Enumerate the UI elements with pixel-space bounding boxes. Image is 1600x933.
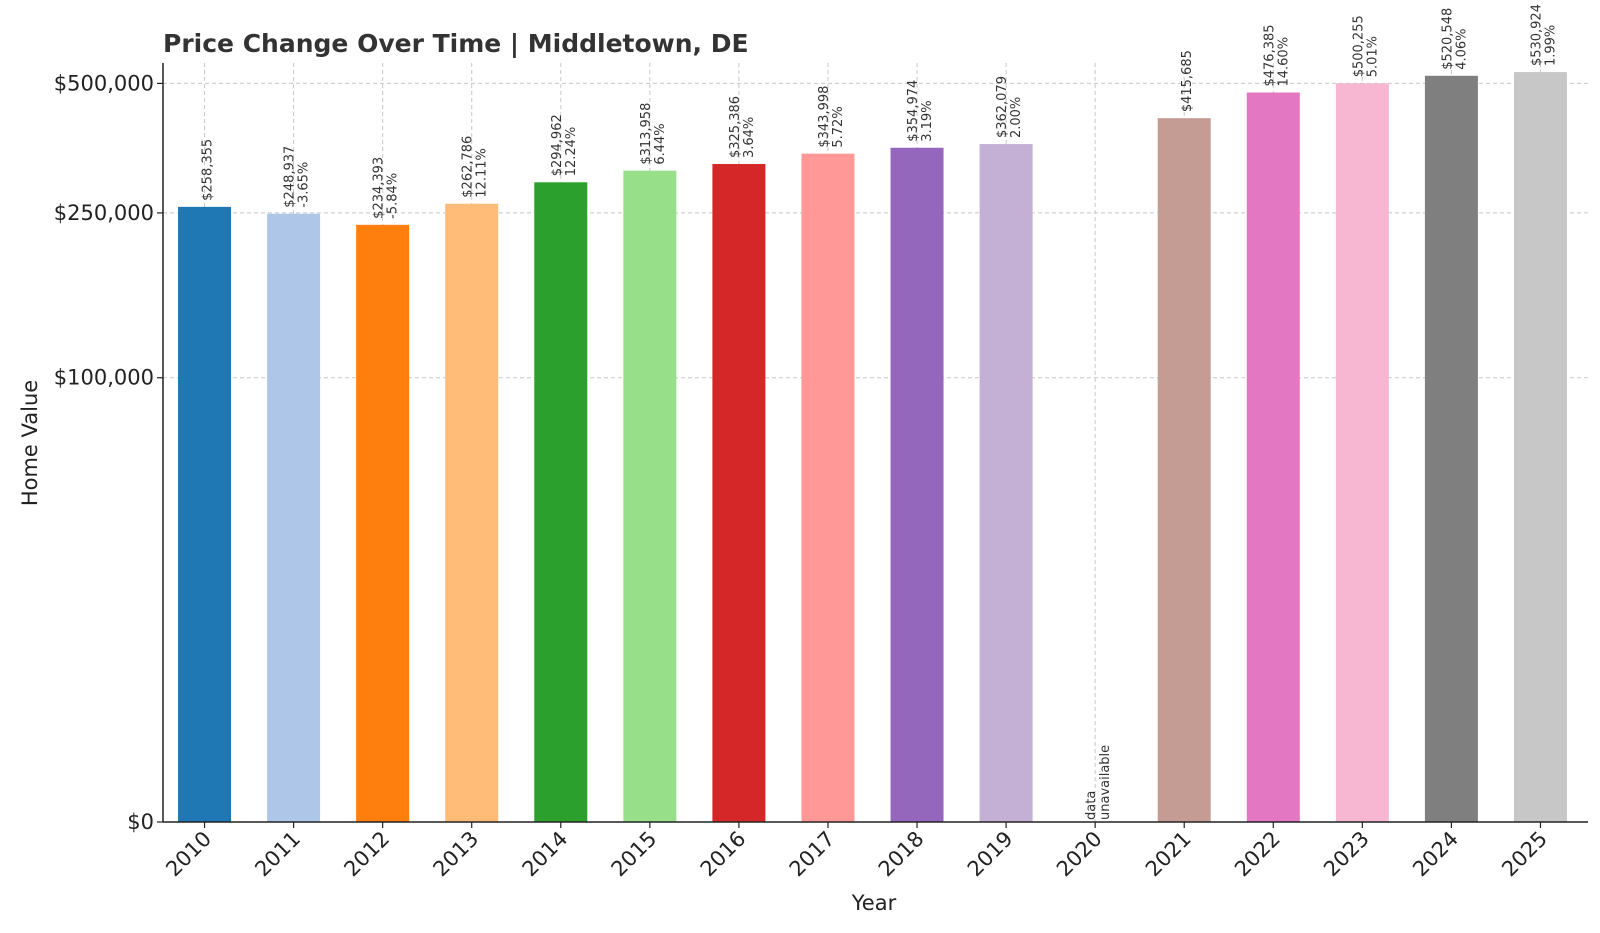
y-tick-label: $500,000	[54, 71, 154, 95]
value-label: $415,685	[1180, 50, 1195, 112]
x-tick-label: 2016	[696, 827, 751, 882]
x-tick-label: 2025	[1497, 827, 1552, 882]
x-tick-label: 2013	[428, 827, 483, 882]
bar-2021	[1157, 118, 1211, 823]
value-label: $520,548	[1440, 8, 1455, 70]
bar-2019	[979, 144, 1033, 823]
x-tick-label: 2019	[963, 827, 1018, 882]
bar-2025	[1513, 72, 1567, 823]
change-label: 3.19%	[920, 100, 935, 141]
bar-2011	[267, 213, 321, 823]
x-tick-label: 2011	[250, 827, 305, 882]
value-label: $500,255	[1351, 15, 1366, 77]
change-label: -3.65%	[297, 162, 312, 208]
x-tick-label: 2024	[1408, 827, 1463, 882]
x-tick-label: 2014	[518, 827, 573, 882]
bar-2012	[356, 224, 410, 822]
value-label: $354,974	[906, 80, 921, 142]
x-tick-label: 2010	[161, 827, 216, 882]
value-label: $234,393	[372, 157, 387, 219]
bar-2024	[1424, 75, 1478, 822]
bar-2022	[1246, 92, 1300, 822]
chart-title: Price Change Over Time | Middletown, DE	[163, 29, 749, 58]
x-tick-label: 2021	[1141, 827, 1196, 882]
change-label: 1.99%	[1543, 25, 1558, 66]
bar-2017	[801, 153, 855, 822]
value-label: $258,355	[201, 139, 216, 201]
bar-2015	[623, 170, 677, 822]
x-tick-label: 2020	[1052, 827, 1107, 882]
x-tick-label: 2018	[874, 827, 929, 882]
value-label: $530,924	[1529, 4, 1544, 66]
bar-2016	[712, 164, 766, 822]
data-labels-layer: $258,355 $248,937 -3.65% $234,393 -5.84% $262…	[201, 4, 1559, 820]
change-label: unavailable	[1098, 745, 1113, 820]
y-axis-label: Home Value	[18, 380, 42, 506]
y-tick-label: $100,000	[54, 366, 154, 390]
change-label: 5.01%	[1365, 36, 1380, 77]
x-axis-label: Year	[851, 891, 897, 915]
bar-2023	[1335, 83, 1389, 822]
change-label: 6.44%	[653, 123, 668, 164]
x-tick-label: 2022	[1230, 827, 1285, 882]
change-label: 3.64%	[742, 117, 757, 158]
bar-2010	[178, 206, 232, 822]
value-label: $343,998	[817, 86, 832, 148]
bar-2018	[890, 147, 944, 822]
bar-2013	[445, 203, 499, 823]
change-label: 5.72%	[831, 106, 846, 147]
change-label: 12.24%	[564, 127, 579, 177]
value-label: $362,079	[995, 76, 1010, 138]
change-label: 12.11%	[475, 148, 490, 198]
value-label: $248,937	[283, 146, 298, 208]
bars-layer	[178, 72, 1567, 823]
x-tick-label: 2012	[339, 827, 394, 882]
y-tick-label: $0	[127, 810, 154, 834]
x-tick-label: 2015	[607, 827, 662, 882]
value-label: $262,786	[461, 136, 476, 198]
y-tick-label: $250,000	[54, 201, 154, 225]
value-label: $294,962	[550, 114, 565, 176]
value-label: $325,386	[728, 96, 743, 158]
change-label: 14.60%	[1276, 37, 1291, 87]
x-tick-label: 2017	[785, 827, 840, 882]
x-tick-label: 2023	[1319, 827, 1374, 882]
change-label: 4.06%	[1454, 28, 1469, 69]
value-label: $313,958	[639, 103, 654, 165]
value-label: data	[1084, 791, 1099, 820]
change-label: -5.84%	[386, 173, 401, 219]
bar-2014	[534, 182, 588, 823]
change-label: 2.00%	[1009, 97, 1024, 138]
value-label: $476,385	[1262, 24, 1277, 86]
